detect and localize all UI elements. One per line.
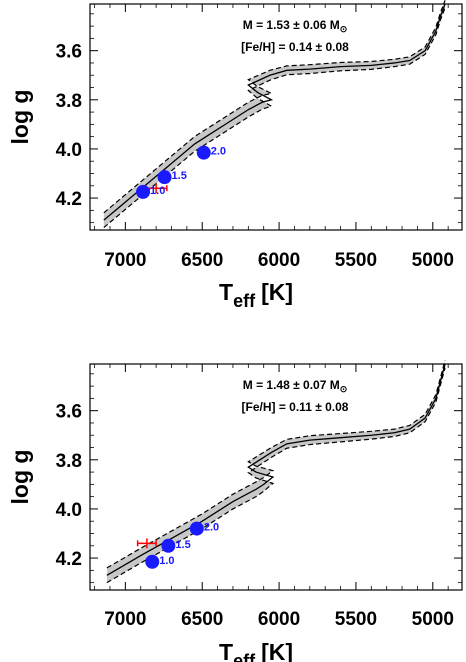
chart-panel-1: 7000 6500 6000 5500 5000 3.6 3.8 4.0 4.2 Teff [K] l… <box>7 0 463 311</box>
y-tick-label: 3.8 <box>56 91 82 112</box>
x-tick-label: 7000 <box>104 250 146 271</box>
band-upper-dashed <box>103 0 446 214</box>
x-axis-label: Teff [K] <box>219 639 293 662</box>
sun-symbol: ⊙ <box>340 24 348 34</box>
band-lower-dashed <box>106 367 446 584</box>
mass-annotation: M = 1.53 ± 0.06 M⊙ <box>243 18 348 34</box>
x-tick-label: 5500 <box>335 250 377 271</box>
age-marker-1.0 <box>136 184 151 199</box>
feh-annotation: [Fe/H] = 0.11 ± 0.08 <box>242 400 349 414</box>
x-tick-label: 6000 <box>258 609 300 630</box>
x-axis-label: Teff [K] <box>219 279 293 311</box>
y-tick-label: 4.0 <box>56 140 82 161</box>
x-axis-label-unit: [K] <box>261 639 293 662</box>
plot-frame <box>89 3 463 231</box>
feh-annotation: [Fe/H] = 0.14 ± 0.08 <box>241 40 349 54</box>
age-marker-1.0 <box>145 554 160 569</box>
age-marker-label: 1.5 <box>175 539 190 551</box>
x-tick-label: 5500 <box>335 609 377 630</box>
y-tick-label: 3.6 <box>56 402 82 423</box>
age-marker-label: 1.5 <box>172 170 187 182</box>
x-tick-label: 6500 <box>181 250 223 271</box>
confidence-band <box>106 360 446 583</box>
plot-frame <box>89 363 463 591</box>
sun-symbol: ⊙ <box>340 384 348 394</box>
mass-text: M = 1.53 ± 0.06 M <box>243 18 340 32</box>
y-tick-label: 3.6 <box>56 42 82 63</box>
mass-text: M = 1.48 ± 0.07 M <box>243 378 340 392</box>
age-marker-label: 1.0 <box>150 185 165 197</box>
band-upper-dashed <box>106 360 446 569</box>
y-tick-label: 3.8 <box>56 451 82 472</box>
age-marker-2.0 <box>189 521 204 536</box>
chart-panel-2: 7000 6500 6000 5500 5000 3.6 3.8 4.0 4.2 Teff [K] l… <box>7 360 463 662</box>
x-tick-label: 5000 <box>412 609 454 630</box>
x-axis-label-sub: eff <box>233 651 256 662</box>
band-lower-dashed <box>103 7 446 229</box>
evolutionary-track <box>106 363 446 576</box>
y-tick-label: 4.2 <box>56 549 82 570</box>
x-tick-label: 6000 <box>258 250 300 271</box>
mass-annotation: M = 1.48 ± 0.07 M⊙ <box>243 378 348 394</box>
y-tick-label: 4.2 <box>56 189 82 210</box>
x-tick-label: 6500 <box>181 609 223 630</box>
age-marker-label: 1.0 <box>159 555 174 567</box>
age-marker-1.5 <box>157 170 172 185</box>
x-tick-label: 7000 <box>104 609 146 630</box>
age-marker-2.0 <box>196 145 211 160</box>
x-tick-label: 5000 <box>412 250 454 271</box>
x-axis-label-sub: eff <box>233 291 256 311</box>
age-marker-1.5 <box>161 538 176 553</box>
y-axis-label: log g <box>7 90 33 145</box>
y-axis-label: log g <box>7 450 33 505</box>
age-marker-label: 2.0 <box>204 522 219 534</box>
x-axis-label-unit: [K] <box>261 279 293 305</box>
evolutionary-track <box>103 3 446 221</box>
y-tick-label: 4.0 <box>56 500 82 521</box>
age-marker-label: 2.0 <box>211 146 226 158</box>
x-axis-label-main: T <box>219 639 233 662</box>
x-axis-label-main: T <box>219 279 233 305</box>
